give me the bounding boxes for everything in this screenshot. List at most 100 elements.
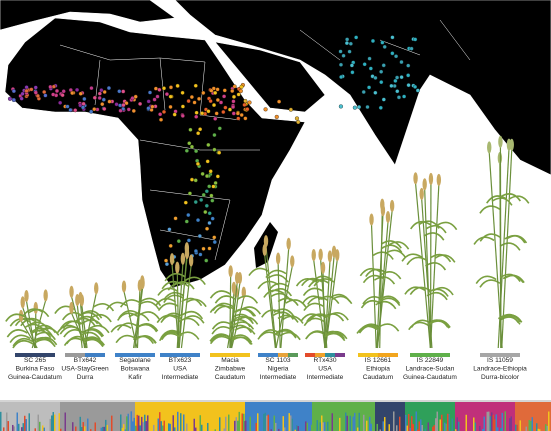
structure-stripe (455, 429, 457, 431)
sample-point (196, 131, 201, 136)
sample-point (222, 94, 227, 99)
accession-name: IS 22849 (417, 357, 444, 364)
sample-point (65, 104, 70, 109)
sample-point (58, 100, 63, 105)
sample-point (213, 90, 218, 95)
leaf (173, 281, 195, 290)
panicle (180, 252, 186, 265)
sample-point (70, 90, 75, 96)
color-bar (15, 353, 55, 357)
structure-stripe (483, 416, 485, 431)
structure-stripe (319, 422, 321, 431)
structure-stripe (7, 421, 9, 431)
leaf (211, 321, 233, 330)
leaf (410, 220, 432, 230)
panicle (140, 277, 145, 290)
leaf (30, 329, 52, 339)
structure-stripe (291, 418, 293, 431)
structure-stripe (105, 419, 107, 431)
sample-point (415, 88, 420, 93)
sample-point (168, 243, 173, 248)
accession-origin: Zimbabwe (215, 366, 246, 373)
structure-stripe (366, 420, 368, 431)
sample-point (189, 144, 194, 149)
structure-stripe (367, 420, 369, 431)
stem (424, 189, 432, 349)
sample-point (51, 84, 56, 89)
panicle (79, 294, 85, 307)
leaf (230, 336, 252, 345)
sample-point (200, 111, 205, 116)
structure-stripe (273, 415, 275, 431)
sample-point (236, 116, 241, 121)
stem (180, 265, 192, 349)
structure-stripe (322, 422, 324, 431)
structure-stripe (234, 420, 236, 431)
sample-point (188, 127, 193, 132)
sample-point (97, 95, 102, 101)
sample-point (180, 113, 185, 118)
structure-stripe (473, 417, 475, 431)
sample-point (54, 88, 60, 94)
sample-point (288, 107, 293, 112)
sample-point (230, 88, 235, 94)
structure-stripe (34, 428, 36, 431)
sample-point (212, 147, 217, 152)
structure-stripe (207, 422, 209, 431)
leaf (425, 224, 447, 234)
sample-point (168, 94, 173, 99)
leaf (475, 275, 497, 284)
accession-origin: Botswana (121, 366, 150, 373)
structure-stripe (127, 413, 129, 431)
structure-stripe (114, 415, 116, 431)
color-bar (335, 353, 345, 357)
accession-origin: Nigeria (268, 366, 289, 373)
structure-stripe (418, 421, 420, 431)
leaf (185, 298, 207, 308)
stem (414, 183, 431, 349)
structure-stripe (228, 414, 230, 431)
structure-stripe (257, 413, 259, 431)
sample-point (184, 148, 189, 153)
leaf (385, 249, 407, 259)
structure-stripe (136, 414, 138, 431)
leaf (401, 253, 423, 262)
leaf (430, 253, 452, 263)
leaf (184, 276, 206, 285)
leaf (22, 308, 44, 317)
structure-stripe (266, 415, 268, 431)
sample-point (221, 109, 226, 115)
leaf (358, 324, 380, 333)
sample-point (184, 219, 189, 224)
leaf (138, 311, 160, 320)
panicle (498, 135, 503, 148)
sample-point (361, 89, 366, 95)
leaf (331, 295, 353, 305)
sample-point (204, 258, 209, 263)
structure-stripe (282, 416, 284, 431)
leaf (116, 322, 139, 331)
structure-stripe (22, 423, 24, 431)
sample-point (393, 78, 398, 83)
structure-stripe (186, 423, 188, 431)
accession-name: BTx642 (74, 357, 97, 364)
structure-stripe (427, 422, 429, 431)
structure-stripe (6, 412, 8, 431)
sample-point (163, 258, 169, 263)
accession-race: Guinea-Caudatum (403, 374, 457, 381)
sample-point (118, 108, 123, 113)
sample-point (245, 107, 250, 112)
leaf (277, 297, 299, 307)
color-bar (210, 353, 250, 357)
sample-point (198, 252, 203, 257)
sample-point (35, 93, 40, 98)
sample-point (33, 90, 38, 95)
structure-stripe (82, 422, 84, 431)
structure-stripe (49, 418, 51, 431)
sample-point (239, 84, 244, 89)
structure-stripe (369, 416, 371, 431)
sample-point (354, 35, 359, 40)
accession-origin: Landrace-Sudan (406, 366, 455, 373)
sample-point (48, 84, 53, 89)
